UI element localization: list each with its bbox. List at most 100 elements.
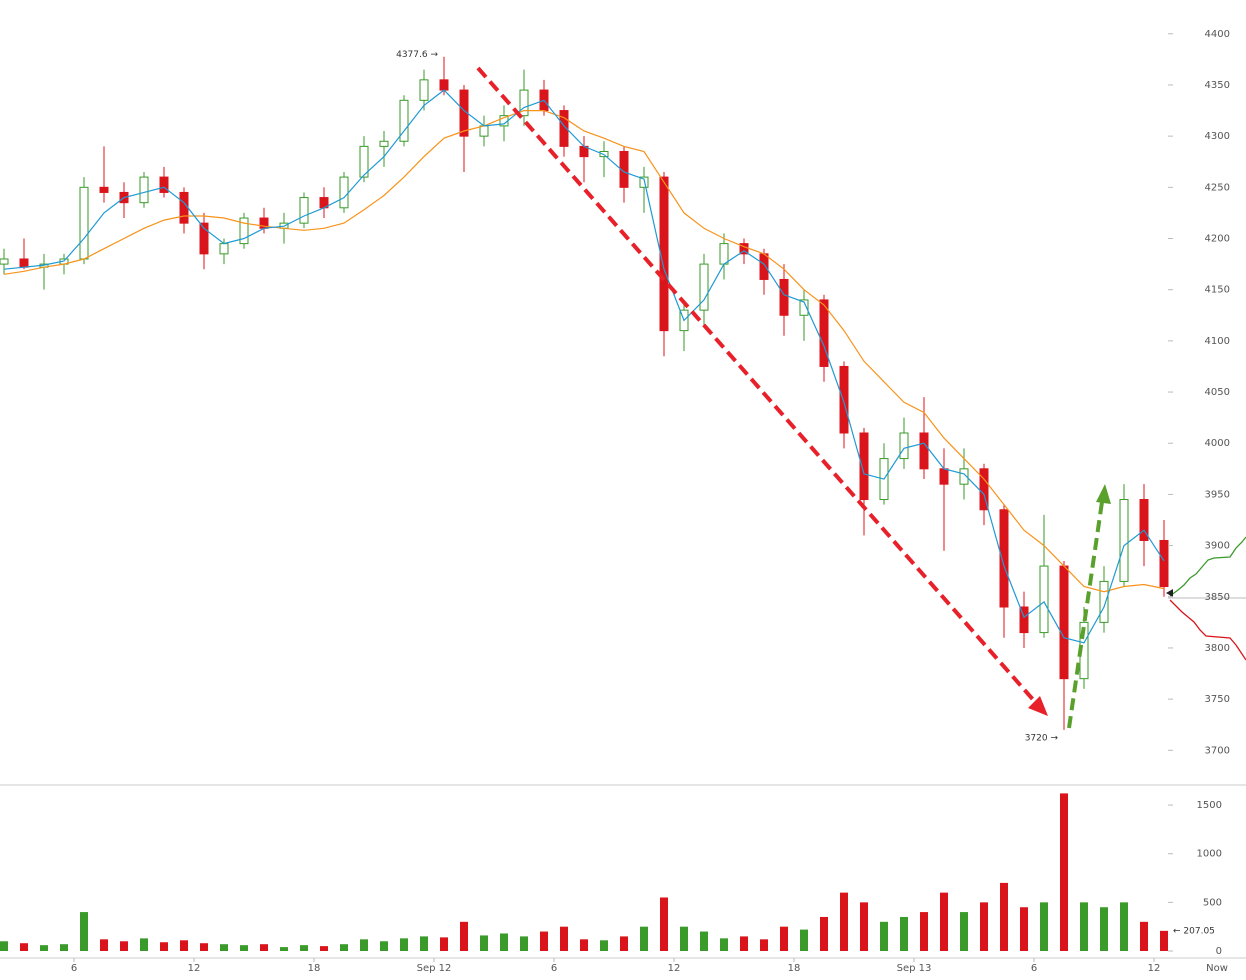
volume-bar: [620, 936, 628, 951]
volume-bar: [800, 929, 808, 951]
up-trend-arrow: [1067, 501, 1104, 729]
volume-bar: [860, 902, 868, 951]
volume-bar: [1000, 882, 1008, 951]
max-label: 4377.6 →: [396, 50, 438, 60]
candle-body: [839, 365, 849, 434]
volume-bar: [580, 939, 588, 951]
candle-body: [519, 89, 529, 117]
candle-body: [339, 176, 349, 209]
volume-bar: [500, 933, 508, 951]
volume-bar: [680, 926, 688, 951]
y-tick-label: 4400: [1205, 29, 1230, 40]
volume-bar: [460, 921, 468, 951]
current-price-marker: [1166, 589, 1173, 597]
x-tick-label: 6: [71, 963, 77, 974]
volume-bar: [760, 939, 768, 951]
volume-bar: [900, 916, 908, 951]
moving-average: [3, 109, 1165, 593]
candle-body: [819, 299, 829, 367]
volume-bar: [540, 931, 548, 951]
x-tick-label: 6: [1031, 963, 1037, 974]
y-tick-label: 4050: [1205, 387, 1230, 398]
x-tick-label: 12: [188, 963, 201, 974]
volume-bar: [0, 941, 9, 951]
candle-body: [99, 186, 109, 193]
volume-bar: [160, 942, 168, 951]
candle-body: [1019, 606, 1029, 634]
volume-bar: [80, 912, 88, 951]
volume-bar: [40, 945, 48, 951]
volume-bar: [740, 936, 748, 951]
candle-body: [779, 278, 789, 316]
volume-bar: [700, 931, 708, 951]
volume-bar: [20, 943, 28, 951]
volume-bar: [1140, 921, 1148, 951]
candle-body: [179, 191, 189, 224]
volume-bar: [380, 941, 388, 951]
candle-body: [559, 110, 569, 147]
x-tick-label: 18: [788, 963, 801, 974]
volume-bar: [320, 946, 328, 951]
marks: [0, 56, 1169, 951]
candle-body: [1099, 580, 1109, 623]
volume-bar: [640, 926, 648, 951]
volume-bar: [1080, 902, 1088, 951]
y-tick-label: 4000: [1205, 438, 1230, 449]
x-tick-label: 18: [308, 963, 321, 974]
candle-body: [619, 150, 629, 188]
volume-bar: [340, 944, 348, 951]
volume-bar: [840, 892, 848, 951]
candle-body: [939, 468, 949, 485]
volume-bar: [300, 945, 308, 951]
candle-body: [139, 176, 149, 204]
candle-body: [19, 258, 29, 268]
volume-bar: [240, 945, 248, 951]
candle-body: [0, 258, 9, 265]
volume-bar: [1060, 793, 1068, 951]
volume-bar: [440, 937, 448, 951]
candle-body: [1159, 539, 1169, 588]
volume-bar: [940, 892, 948, 951]
up-trend-arrowhead: [1096, 484, 1111, 504]
y-tick-label: 3700: [1205, 745, 1230, 756]
candle-body: [159, 176, 169, 193]
x-tick-label: 6: [551, 963, 557, 974]
x-tick-label: Sep 13: [897, 963, 932, 974]
y-tick-label: 4200: [1205, 234, 1230, 245]
volume-bar: [1020, 907, 1028, 951]
volume-bar: [980, 902, 988, 951]
volume-bar: [880, 921, 888, 951]
volume-bar: [920, 912, 928, 951]
y-tick-label: 4100: [1205, 336, 1230, 347]
x-tick-label: 12: [668, 963, 681, 974]
volume-bar: [960, 912, 968, 951]
volume-bar: [1160, 930, 1168, 951]
candle-body: [899, 432, 909, 460]
volume-bar: [140, 938, 148, 951]
x-tick-label: 12: [1148, 963, 1161, 974]
candle-body: [979, 468, 989, 511]
last-volume-label: ← 207.05: [1173, 926, 1215, 936]
candle-body: [419, 79, 429, 101]
volume-bar: [180, 940, 188, 951]
volume-bar: [260, 944, 268, 951]
y-tick-label: 4350: [1205, 80, 1230, 91]
volume-bar: [660, 897, 668, 951]
y-tick-label: 3950: [1205, 489, 1230, 500]
min-label: 3720 →: [1025, 733, 1059, 743]
y-tick-label: 3850: [1205, 592, 1230, 603]
y-tick-label: 4300: [1205, 131, 1230, 142]
y-tick-label: 3800: [1205, 643, 1230, 654]
volume-bar: [1100, 907, 1108, 951]
volume-bar: [120, 941, 128, 951]
candle-body: [359, 145, 369, 178]
candle-body: [379, 140, 389, 147]
volume-bar: [400, 938, 408, 951]
volume-bar: [480, 935, 488, 951]
candle-body: [799, 299, 809, 316]
y-tick-label: 3900: [1205, 541, 1230, 552]
volume-bar: [820, 916, 828, 951]
candle-body: [1059, 565, 1069, 680]
volume-bar: [200, 943, 208, 951]
